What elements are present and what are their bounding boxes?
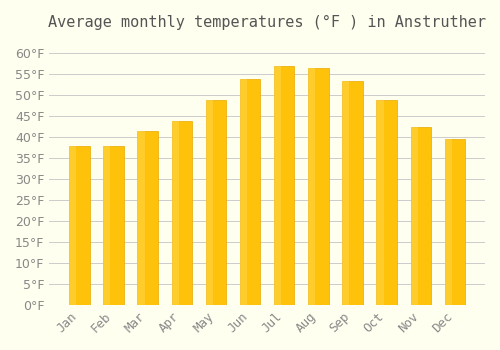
Bar [410,127,431,305]
Bar [240,79,247,305]
Bar [444,139,452,305]
Title: Average monthly temperatures (°F ) in Anstruther: Average monthly temperatures (°F ) in An… [48,15,486,30]
Bar [444,139,465,305]
Bar [138,131,158,305]
Bar [206,100,213,305]
Bar [342,81,363,305]
Bar [172,120,179,305]
Bar [69,146,76,305]
Bar [342,81,349,305]
Bar [274,66,281,305]
Bar [206,100,226,305]
Bar [376,100,384,305]
Bar [69,146,89,305]
Bar [410,127,418,305]
Bar [240,79,260,305]
Bar [308,68,316,305]
Bar [274,66,294,305]
Bar [308,68,328,305]
Bar [172,120,192,305]
Bar [376,100,397,305]
Bar [104,146,124,305]
Bar [138,131,144,305]
Bar [104,146,110,305]
